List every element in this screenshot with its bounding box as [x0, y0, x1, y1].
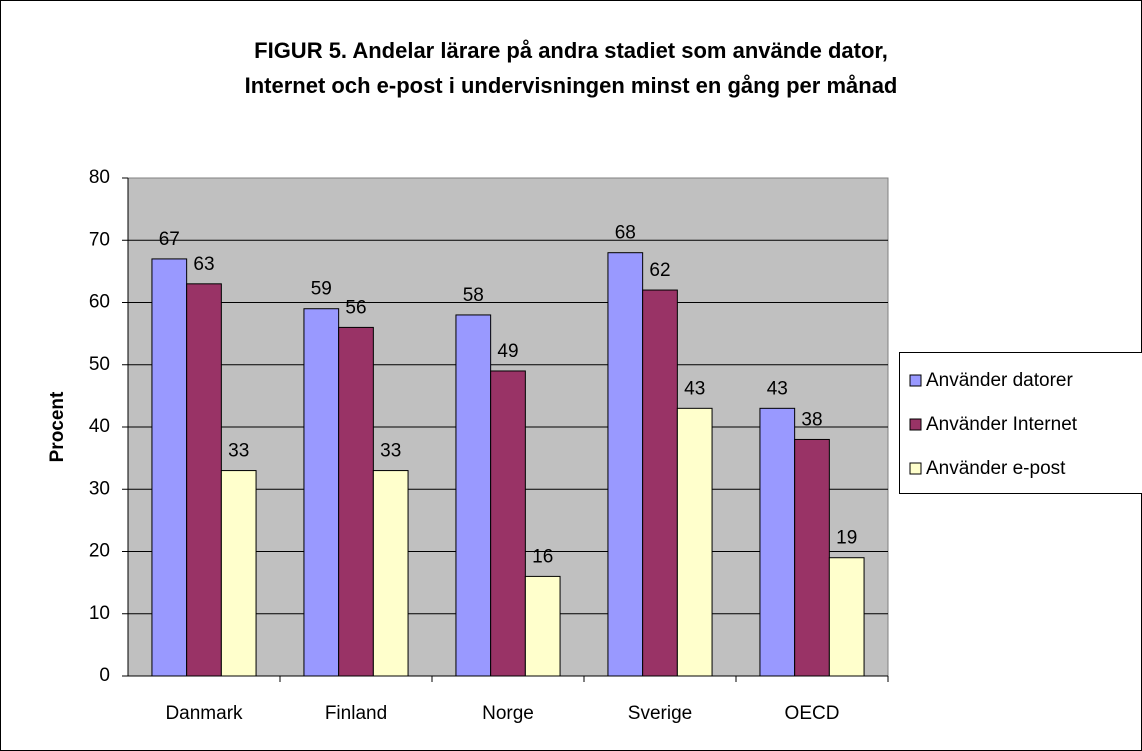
bar: [642, 289, 678, 677]
bar: [303, 308, 340, 677]
y-tick-label: 30: [89, 478, 110, 499]
bar: [490, 370, 526, 677]
y-tick-label: 40: [89, 416, 110, 437]
legend-swatch: [909, 462, 922, 475]
legend-label: Använder e-post: [926, 458, 1066, 479]
bar: [794, 438, 830, 677]
legend: [899, 352, 1142, 494]
data-label: 33: [228, 441, 249, 462]
x-tick-label: Finland: [325, 703, 387, 724]
y-tick-label: 60: [89, 292, 110, 313]
legend-label: Använder Internet: [926, 414, 1078, 435]
y-axis-label: Procent: [47, 391, 68, 462]
data-label: 43: [684, 378, 705, 399]
data-label: 58: [463, 285, 484, 306]
x-tick-label: Danmark: [165, 703, 243, 724]
bar: [455, 314, 492, 677]
y-tick-label: 0: [99, 665, 110, 686]
bar: [607, 252, 644, 677]
bar: [828, 557, 865, 677]
y-tick-label: 20: [89, 541, 110, 562]
data-label: 19: [836, 528, 857, 549]
data-label: 33: [380, 441, 401, 462]
y-tick-label: 80: [89, 167, 110, 188]
x-tick-label: Sverige: [628, 703, 692, 724]
legend-swatch: [909, 374, 922, 387]
bar: [220, 470, 257, 677]
legend-swatch: [909, 418, 922, 431]
data-label: 43: [767, 378, 788, 399]
y-tick-label: 50: [89, 354, 110, 375]
y-tick-label: 10: [89, 603, 110, 624]
chart-title: FIGUR 5. Andelar lärare på andra stadiet…: [254, 38, 888, 63]
x-tick-label: OECD: [785, 703, 840, 724]
data-label: 62: [649, 260, 670, 281]
bar: [372, 470, 409, 677]
data-label: 67: [159, 229, 180, 250]
bar: [524, 575, 561, 677]
data-label: 63: [193, 254, 214, 275]
chart-title: Internet och e-post i undervisningen min…: [245, 73, 898, 98]
bar: [151, 258, 188, 677]
data-label: 49: [497, 341, 518, 362]
bar: [676, 407, 713, 677]
bar: [186, 283, 222, 677]
data-label: 56: [345, 297, 366, 318]
x-tick-label: Norge: [482, 703, 534, 724]
bar: [759, 407, 796, 677]
data-label: 16: [532, 546, 553, 567]
data-label: 59: [311, 279, 332, 300]
legend-label: Använder datorer: [926, 370, 1073, 391]
data-label: 68: [615, 223, 636, 244]
data-label: 38: [801, 409, 822, 430]
y-tick-label: 70: [89, 229, 110, 250]
bar: [338, 326, 374, 677]
